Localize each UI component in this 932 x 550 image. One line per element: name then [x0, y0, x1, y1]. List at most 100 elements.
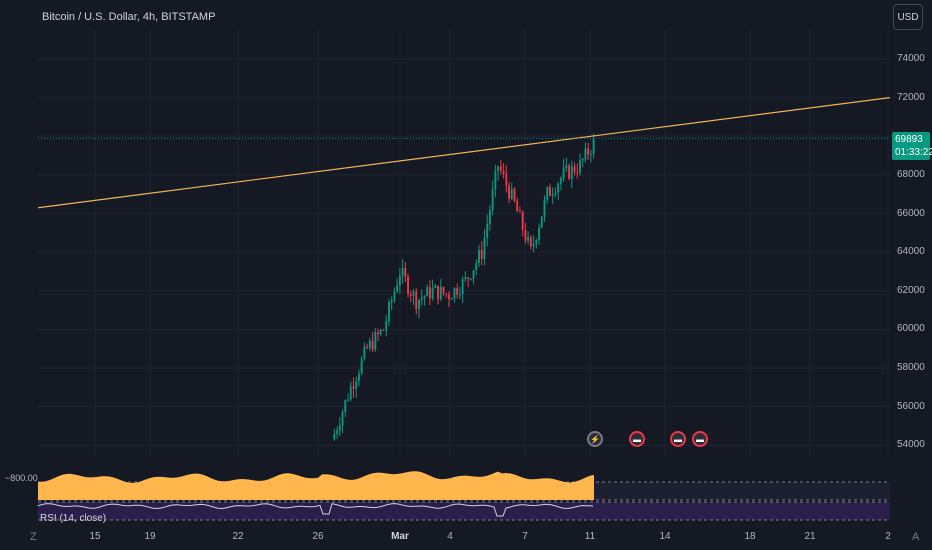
time-axis-label: 14 [659, 531, 671, 542]
candle-body [450, 298, 453, 300]
candle-body [336, 430, 339, 434]
price-axis-label: 66000 [897, 207, 925, 219]
candle-body [483, 237, 486, 259]
candle-body [562, 168, 565, 179]
candle-body [538, 227, 541, 241]
candle-body [347, 399, 349, 401]
candle-body [434, 285, 437, 289]
candle-body [428, 287, 431, 299]
candle-body [480, 249, 483, 259]
candle-body [576, 172, 579, 174]
candle-body [338, 425, 341, 431]
price-axis-label: 56000 [897, 400, 925, 412]
candle-body [543, 199, 546, 217]
candle-body [349, 386, 352, 400]
candle-body [589, 153, 592, 155]
candle-body [486, 223, 489, 238]
candle-body [371, 340, 374, 350]
price-axis-label: 58000 [897, 362, 925, 374]
time-axis-label: 19 [144, 531, 156, 542]
time-axis-label: Mar [391, 531, 409, 542]
candle-body [404, 268, 407, 277]
symbol-title[interactable]: Bitcoin / U.S. Dollar, 4h, BITSTAMP [42, 11, 216, 23]
candle-body [352, 386, 355, 389]
candle-body [475, 262, 478, 271]
time-axis-label: 15 [89, 531, 101, 542]
currency-selector[interactable]: USD [893, 4, 923, 30]
price-axis-label: 62000 [897, 284, 925, 296]
candle-body [540, 216, 543, 228]
bar-countdown: 01:33:22 [895, 147, 932, 159]
candle-body [559, 178, 562, 185]
candle-body [420, 297, 423, 300]
us-flag-icon[interactable]: ▬ [692, 431, 708, 447]
candle-body [491, 189, 494, 211]
candle-body [532, 243, 535, 247]
candle-body [415, 291, 418, 310]
candle-body [568, 165, 571, 179]
time-axis-label: 7 [522, 531, 528, 542]
candle-body [510, 188, 513, 199]
rsi-pane [37, 501, 890, 521]
price-axis-label: 64000 [897, 246, 925, 258]
candle-body [546, 187, 549, 200]
candle-body [584, 148, 587, 160]
price-axis-label: 68000 [897, 168, 925, 180]
candle-body [497, 166, 500, 172]
time-axis-label: 22 [232, 531, 244, 542]
candle-body [570, 166, 573, 179]
time-axis-label: 2 [885, 531, 891, 542]
candle-body [527, 237, 530, 241]
candle-body [587, 148, 590, 155]
candle-body [385, 321, 388, 331]
auto-scale-icon[interactable]: A [912, 531, 920, 543]
candle-body [341, 412, 344, 426]
candle-body [453, 287, 456, 299]
candle-body [398, 275, 401, 286]
us-flag-icon[interactable]: ▬ [670, 431, 686, 447]
candle-body [401, 268, 404, 276]
price-axis-label: 74000 [897, 52, 925, 64]
candle-body [412, 291, 415, 296]
candle-body [357, 373, 360, 382]
candle-body [387, 302, 390, 322]
candle-body [423, 296, 426, 298]
last-price-value: 69893 [895, 134, 923, 146]
candle-body [529, 237, 532, 247]
trendline[interactable] [37, 97, 891, 209]
candle-body [549, 187, 551, 196]
rsi-indicator-label[interactable]: RSI (14, close) [40, 513, 107, 524]
time-axis-label: 4 [447, 531, 453, 542]
candle-body [426, 287, 429, 297]
candle-body [456, 287, 459, 295]
time-axis-label: 18 [744, 531, 756, 542]
candle-body [499, 166, 502, 171]
candle-body [557, 184, 560, 193]
candle-body [445, 293, 448, 295]
candle-body [461, 279, 464, 295]
candle-body [458, 294, 461, 296]
candle-body [439, 286, 442, 300]
candle-body [409, 294, 412, 296]
candle-body [374, 332, 377, 350]
oscillator-scale-label: −800.00 [5, 473, 38, 483]
time-axis-label: 26 [312, 531, 324, 542]
candle-body [355, 381, 358, 389]
candle-body [579, 160, 581, 173]
candle-body [407, 276, 410, 295]
us-flag-icon[interactable]: ▬ [629, 431, 645, 447]
last-price-badge: 69893 01:33:22 [892, 132, 932, 161]
rsi-band [38, 502, 890, 520]
candle-body [472, 270, 475, 279]
candle-body [573, 166, 576, 173]
candle-body [390, 300, 393, 303]
candle-body [464, 277, 467, 280]
lightning-icon[interactable]: ⚡ [587, 431, 603, 447]
price-axis-label: 54000 [897, 439, 925, 451]
candle-body [488, 210, 491, 224]
candle-body [508, 185, 510, 199]
zoom-icon[interactable]: Z [30, 531, 37, 543]
candle-body [377, 332, 379, 335]
candle-body [516, 200, 519, 212]
